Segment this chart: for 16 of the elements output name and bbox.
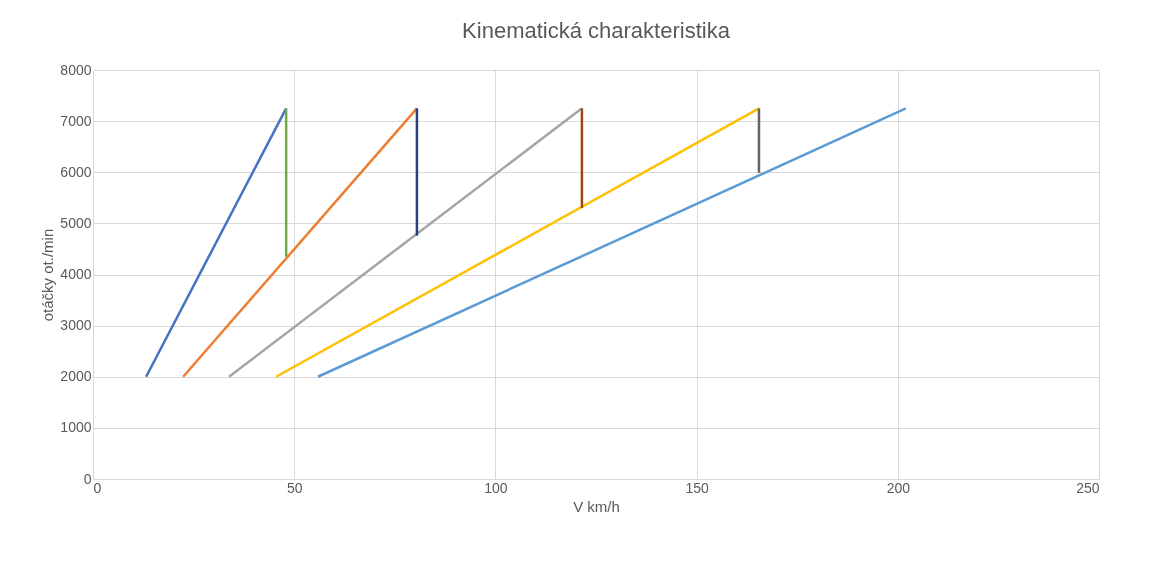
y-axis-title: otáčky ot./min <box>39 228 57 322</box>
y-tick-label: 8000 <box>60 61 92 78</box>
x-tick-label: 200 <box>886 479 911 496</box>
y-tick-label: 2000 <box>60 368 92 385</box>
x-tick-label: 100 <box>484 479 508 496</box>
y-tick-label: 7000 <box>60 112 92 129</box>
y-tick-label: 6000 <box>60 163 92 180</box>
x-tick-label: 250 <box>1076 479 1100 496</box>
x-axis-title: V km/h <box>573 497 620 515</box>
chart-title: Kinematická charakteristika <box>462 18 731 43</box>
y-tick-label: 5000 <box>60 214 92 231</box>
y-tick-label: 4000 <box>60 266 92 282</box>
x-tick-label: 150 <box>685 479 709 496</box>
y-tick-label: 3000 <box>60 317 92 334</box>
y-tick-label: 1000 <box>60 419 92 436</box>
x-tick-label: 50 <box>286 479 303 496</box>
